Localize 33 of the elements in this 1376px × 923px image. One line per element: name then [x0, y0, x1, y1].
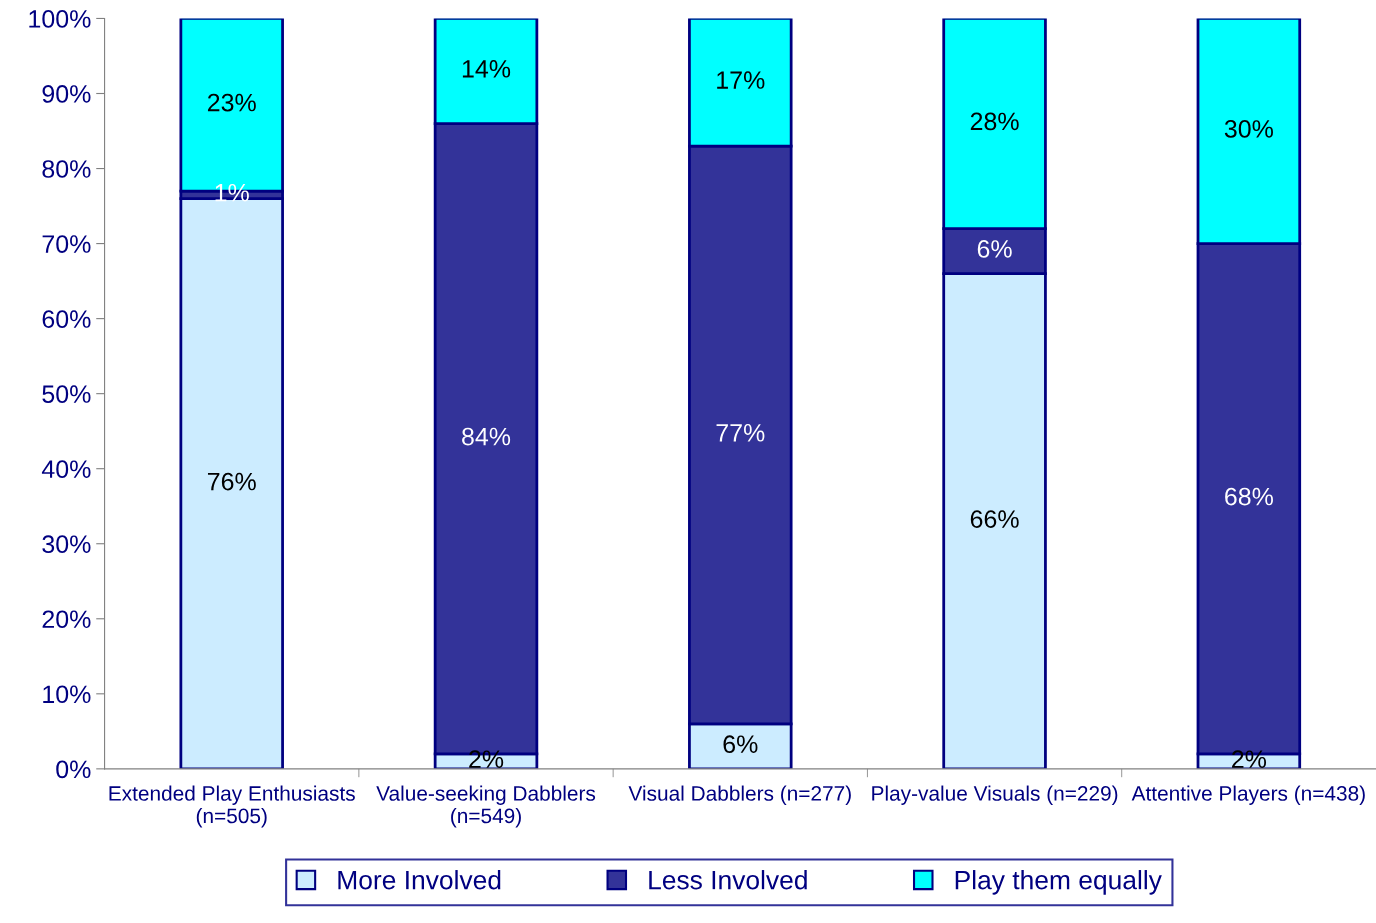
data-label: 14%: [462, 60, 511, 78]
data-label: 68%: [1225, 487, 1273, 506]
legend-label: More Involved: [338, 870, 501, 890]
y-tick-label: 90%: [42, 85, 91, 103]
x-tick-label: Visual Dabblers (n=277): [628, 785, 851, 805]
data-label: 6%: [723, 735, 758, 754]
data-label: 76%: [207, 472, 256, 491]
y-tick-label: 80%: [42, 160, 91, 178]
y-tick-label: 40%: [41, 460, 91, 478]
y-tick-label: 0%: [56, 760, 91, 779]
data-label: 2%: [1232, 750, 1267, 768]
y-tick-label: 10%: [43, 685, 91, 704]
data-label: 77%: [716, 424, 765, 442]
legend-label: Less Involved: [649, 870, 807, 890]
x-tick-label: Value-seeking Dabblers (n=549): [376, 785, 596, 828]
data-label: 28%: [970, 112, 1019, 131]
x-tick-label: Extended Play Enthusiasts (n=505): [109, 785, 355, 828]
y-tick-label: 20%: [42, 610, 91, 629]
x-tick-label: Attentive Players (n=438): [1131, 785, 1365, 805]
legend-label: Play them equally: [955, 870, 1162, 895]
y-tick-label: 100%: [29, 10, 91, 28]
y-tick-label: 60%: [42, 310, 91, 328]
data-label: 6%: [977, 240, 1012, 258]
data-label: 23%: [207, 93, 256, 112]
data-label: 84%: [462, 427, 511, 446]
y-tick-label: 30%: [42, 535, 91, 554]
data-label: 2%: [469, 750, 504, 768]
data-label: 66%: [970, 510, 1019, 528]
x-tick-label: Play-value Visuals (n=229): [872, 785, 1118, 805]
y-tick-label: 70%: [42, 235, 91, 253]
y-tick-label: 50%: [42, 385, 91, 403]
data-label: 17%: [717, 71, 765, 89]
data-label: 30%: [1224, 120, 1273, 138]
